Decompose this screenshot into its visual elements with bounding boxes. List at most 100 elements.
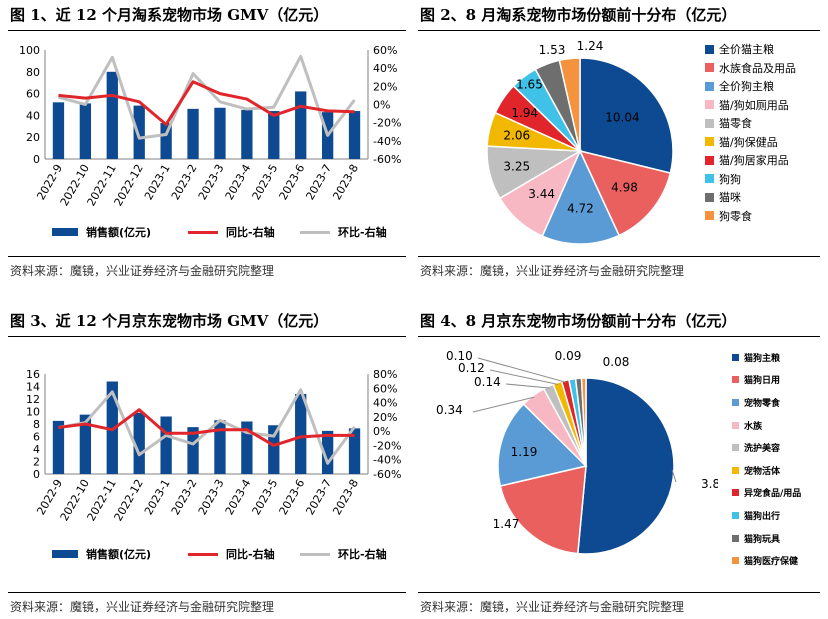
pie-leader-line — [477, 357, 566, 383]
legend-item: 猫狗玩具 — [732, 527, 801, 550]
legend-label: 宠物活体 — [744, 466, 781, 477]
bar-sales — [52, 420, 65, 474]
legend-label: 猫/狗如厕用品 — [719, 98, 789, 112]
y-right-tick-label: 60% — [373, 382, 397, 395]
bar-sales — [187, 427, 199, 474]
legend-label: 全价猫主粮 — [719, 43, 774, 57]
x-tick-label: 2023-8 — [330, 162, 361, 202]
legend-sales-jd: 销售额(亿元) — [52, 546, 151, 562]
jd-share-pie: 3.81 1.47 1.19 0.34 0.140.120.10 0.09 0.08 — [436, 349, 718, 555]
legend-label: 狗零食 — [719, 209, 752, 223]
legend-swatch — [705, 81, 714, 91]
pie-value-label: 4.98 — [611, 181, 638, 195]
pie-slice — [576, 377, 675, 555]
chart1-bottom-rule — [8, 256, 406, 257]
legend-item: 猫/狗保健品 — [705, 133, 796, 152]
line-yoy — [58, 80, 355, 126]
legend-label: 猫狗日用 — [744, 376, 781, 387]
bar-sales — [187, 108, 199, 159]
bar-sales — [241, 109, 253, 159]
pie-leader-line — [505, 383, 550, 389]
legend-swatch — [705, 63, 714, 73]
y-left-tick-label: 0 — [33, 468, 40, 481]
bar-sales — [295, 394, 307, 474]
legend-swatch — [732, 489, 739, 497]
y-left-tick-label: 14 — [26, 381, 40, 394]
legend-yoy-jd: 同比-右轴 — [188, 546, 275, 562]
bar-sales — [214, 420, 226, 474]
y-right-tick-label: -40% — [373, 454, 401, 467]
legend-item: 猫狗日用 — [732, 369, 801, 392]
legend-item: 猫咪 — [705, 188, 796, 207]
legend-swatch — [705, 211, 714, 221]
pie-slice — [541, 149, 621, 245]
y-left-tick-label: 16 — [26, 368, 40, 381]
legend-mom-jd: 环比-右轴 — [300, 546, 387, 562]
bar-sales — [268, 425, 280, 474]
legend-label: 猫狗出行 — [744, 511, 781, 522]
pie-slice — [499, 465, 587, 555]
y-right-tick-label: 60% — [373, 44, 397, 57]
bar-sales — [52, 102, 65, 159]
legend-sales: 销售额(亿元) — [52, 224, 151, 240]
chart4-bottom-rule — [418, 592, 820, 593]
y-left-tick-label: 0 — [33, 153, 40, 166]
legend-label: 宠物零食 — [744, 398, 781, 409]
legend-item: 异宠食品/用品 — [732, 482, 801, 505]
bar-sales — [160, 123, 172, 159]
legend-label: 猫/狗居家用品 — [719, 154, 789, 168]
chart3-title: 图 3、近 12 个月京东宠物市场 GMV（亿元） — [10, 312, 329, 330]
y-left-tick-label: 6 — [33, 431, 40, 444]
pie-value-label: 10.04 — [605, 111, 639, 125]
legend-swatch — [705, 137, 714, 147]
legend-swatch — [732, 398, 739, 406]
pie-value-label: 3.81 — [701, 477, 718, 491]
y-right-tick-label: -20% — [373, 439, 401, 452]
legend-swatch — [732, 466, 739, 474]
pie-value-label: 1.53 — [539, 43, 566, 57]
legend-swatch — [705, 44, 714, 54]
pie-value-label: 0.34 — [436, 403, 463, 417]
legend-item: 猫狗医疗保健 — [732, 549, 801, 572]
y-left-tick-label: 80 — [26, 66, 40, 79]
pie-leader-line — [489, 369, 559, 385]
legend-label: 猫狗玩具 — [744, 534, 781, 545]
legend-item: 水族食品及用品 — [705, 59, 796, 78]
legend-label: 水族食品及用品 — [719, 61, 796, 75]
legend-label: 全价狗主粮 — [719, 80, 774, 94]
legend-swatch — [732, 376, 739, 384]
legend-label: 洗护美容 — [744, 444, 781, 455]
taobao-gmv-chart: 020406080100-60%-40%-20%0%20%40%60%2022-… — [19, 44, 401, 208]
legend-swatch — [705, 174, 714, 184]
legend-label: 猫狗医疗保健 — [744, 557, 799, 568]
pie-slice — [580, 377, 587, 467]
legend-swatch — [732, 534, 739, 542]
y-right-tick-label: 80% — [373, 368, 397, 381]
pie-value-label: 1.65 — [516, 77, 543, 91]
legend-item: 宠物零食 — [732, 391, 801, 414]
legend-swatch — [705, 192, 714, 202]
y-left-tick-label: 12 — [26, 393, 40, 406]
legend-label: 猫零食 — [719, 117, 752, 131]
pie-value-label: 1.19 — [511, 445, 538, 459]
chart4-title: 图 4、8 月京东宠物市场份额前十分布（亿元） — [420, 312, 737, 330]
chart2-title-rule — [418, 30, 820, 31]
bar-sales — [321, 430, 334, 474]
pie-value-label: 0.09 — [555, 349, 582, 363]
pie-value-label: 0.12 — [458, 361, 485, 375]
pie-value-label: 1.24 — [577, 39, 604, 53]
chart2-title: 图 2、8 月淘系宠物市场份额前十分布（亿元） — [420, 6, 737, 24]
line-yoy — [58, 408, 355, 447]
legend-swatch — [705, 118, 714, 128]
legend-item: 猫零食 — [705, 114, 796, 133]
y-left-tick-label: 60 — [26, 88, 40, 101]
y-right-tick-label: -20% — [373, 117, 401, 130]
legend-item: 猫狗主粮 — [732, 346, 801, 369]
pie-leader-line — [472, 396, 535, 413]
y-right-tick-label: 40% — [373, 397, 397, 410]
pie-slice — [579, 57, 674, 174]
pie-leader-line — [671, 469, 677, 483]
y-left-tick-label: 10 — [26, 406, 40, 419]
bar-sales — [214, 107, 226, 159]
